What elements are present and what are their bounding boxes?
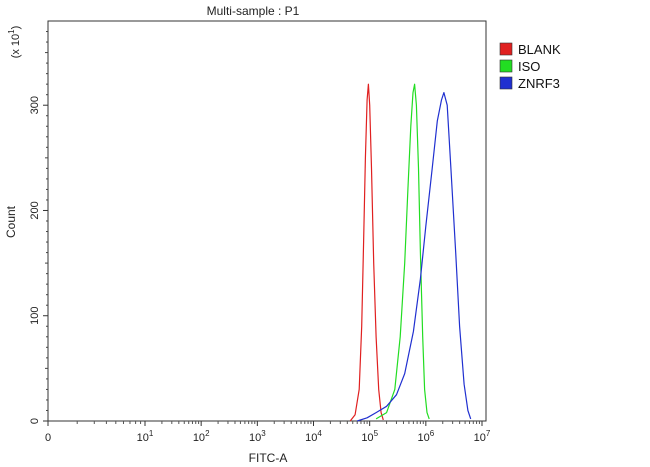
- x-tick-label: 0: [45, 432, 51, 444]
- x-tick-label: 102: [193, 429, 210, 444]
- y-tick-label: 200: [29, 201, 41, 219]
- chart-title: Multi-sample : P1: [207, 4, 300, 18]
- legend: BLANK ISO ZNRF3: [499, 42, 561, 91]
- x-tick-label: 105: [361, 429, 378, 444]
- y-axis-multiplier-label: (x 101): [7, 26, 22, 59]
- y-axis-ticks: 0 100 200 300: [29, 31, 48, 424]
- legend-label-blank: BLANK: [518, 42, 561, 57]
- x-tick-label: 107: [474, 429, 491, 444]
- y-tick-label: 0: [29, 418, 41, 424]
- svg-text:(x 101): (x 101): [7, 26, 22, 59]
- y-multiplier-exponent: 1: [7, 29, 16, 34]
- series-line-iso: [375, 83, 430, 420]
- x-axis-label: FITC-A: [249, 451, 288, 465]
- plot-frame: [47, 20, 487, 422]
- series-line-znrf3: [357, 92, 472, 422]
- x-tick-label: 101: [137, 429, 154, 444]
- y-multiplier-prefix: (x 10: [10, 34, 22, 58]
- legend-swatch-iso: [499, 59, 513, 73]
- legend-swatch-blank: [499, 42, 513, 56]
- x-axis-ticks: 0 101 102 103 104 105 106 107: [45, 421, 491, 444]
- x-tick-label: 103: [249, 429, 266, 444]
- x-tick-label: 106: [417, 429, 434, 444]
- y-tick-label: 100: [29, 307, 41, 325]
- legend-label-iso: ISO: [518, 59, 540, 74]
- legend-label-znrf3: ZNRF3: [518, 76, 560, 91]
- legend-swatch-znrf3: [499, 76, 513, 90]
- y-tick-label: 300: [29, 96, 41, 114]
- series-line-blank: [349, 83, 384, 422]
- y-axis-label: Count: [4, 205, 18, 238]
- series-layer: [349, 83, 472, 422]
- y-multiplier-suffix: ): [10, 26, 22, 30]
- x-tick-label: 104: [305, 429, 322, 444]
